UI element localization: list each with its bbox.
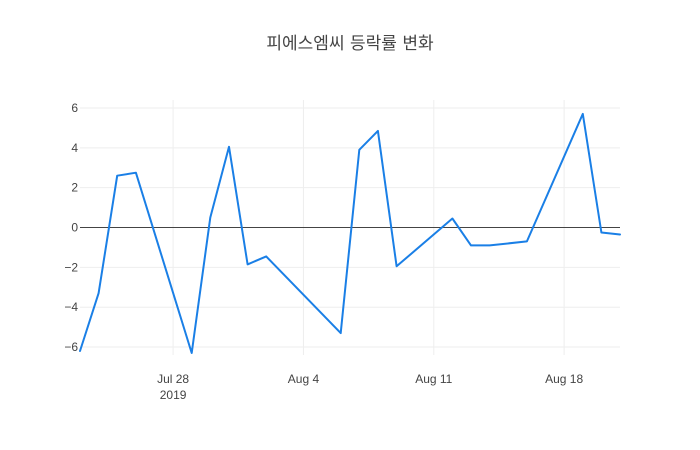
x-tick-label: Aug 4	[288, 372, 320, 386]
x-tick-label: Aug 11	[415, 372, 452, 386]
y-tick-label: 4	[71, 141, 78, 155]
y-tick-label: −2	[64, 260, 78, 274]
x-tick-sublabel: 2019	[160, 388, 187, 402]
chart-title: 피에스엠씨 등락률 변화	[266, 34, 434, 54]
x-tick-label: Aug 18	[545, 372, 583, 386]
grid-lines	[80, 100, 620, 355]
y-tick-label: 0	[71, 221, 78, 235]
series-line	[79, 112, 621, 354]
y-tick-label: 2	[71, 181, 78, 195]
y-tick-label: −4	[64, 300, 78, 314]
y-tick-label: −6	[64, 340, 78, 354]
x-axis-ticks: Jul 28 2019 Aug 4 Aug 11 Aug 18	[157, 372, 583, 402]
series-layer	[79, 112, 621, 354]
y-tick-label: 6	[71, 101, 78, 115]
y-axis-ticks: 6 4 2 0 −2 −4 −6	[64, 101, 78, 354]
x-tick-label: Jul 28	[157, 372, 189, 386]
